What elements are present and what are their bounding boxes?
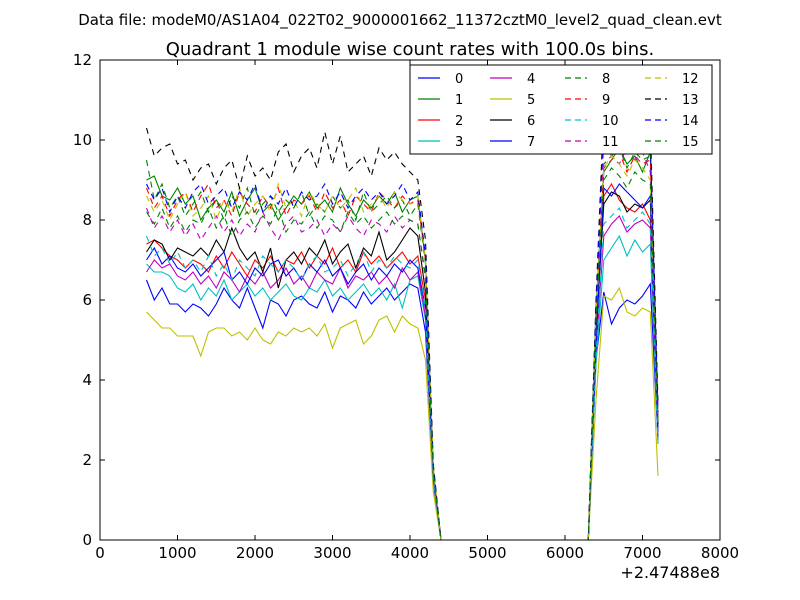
x-tick-label: 3000 [313, 544, 351, 562]
x-tick-label: 4000 [391, 544, 429, 562]
legend-label-1: 1 [455, 93, 463, 108]
x-tick-label: 2000 [236, 544, 274, 562]
series-line-8 [145, 147, 659, 541]
legend-label-2: 2 [455, 114, 463, 129]
series-layer [145, 99, 659, 541]
y-tick-label: 12 [73, 51, 92, 69]
legend-label-14: 14 [682, 114, 699, 129]
y-tick-label: 10 [73, 131, 92, 149]
series-line-10 [145, 207, 659, 541]
series-line-9 [145, 151, 659, 541]
x-tick-label: 6000 [546, 544, 584, 562]
series-line-13 [145, 99, 659, 541]
legend-label-11: 11 [602, 135, 619, 150]
legend-label-8: 8 [602, 72, 610, 87]
suptitle: Data file: modeM0/AS1A04_022T02_90000016… [78, 11, 722, 30]
y-tick-label: 4 [82, 371, 92, 389]
legend-label-10: 10 [602, 114, 619, 129]
y-tick-label: 8 [82, 211, 92, 229]
x-offset-label: +2.47488e8 [620, 563, 720, 582]
series-line-11 [145, 139, 659, 541]
series-line-14 [146, 118, 659, 541]
series-line-0 [145, 279, 659, 541]
legend-label-0: 0 [455, 72, 463, 87]
legend-frame [409, 64, 713, 155]
x-tick-label: 5000 [468, 544, 506, 562]
x-tick-label: 7000 [623, 544, 661, 562]
legend-label-12: 12 [682, 72, 699, 87]
legend-label-3: 3 [455, 135, 463, 150]
series-line-7 [146, 183, 659, 541]
legend-label-4: 4 [527, 72, 535, 87]
ticks-layer: 0 1000 2000 3000 4000 5000 6000 7000 80000246810… [73, 51, 739, 562]
legend-label-13: 13 [682, 93, 699, 108]
y-tick-label: 0 [82, 531, 92, 549]
series-line-15 [146, 167, 659, 541]
x-tick-label: 1000 [158, 544, 196, 562]
legend-label-5: 5 [527, 93, 535, 108]
chart-title: Quadrant 1 module wise count rates with … [166, 39, 655, 60]
x-tick-label: 0 [95, 544, 105, 562]
y-tick-label: 2 [82, 451, 92, 469]
y-tick-label: 6 [82, 291, 92, 309]
series-line-1 [146, 146, 659, 541]
x-tick-label: 8000 [701, 544, 739, 562]
series-line-4 [146, 215, 659, 541]
legend-label-7: 7 [527, 135, 535, 150]
legend-label-6: 6 [527, 114, 535, 129]
legend-label-9: 9 [602, 93, 610, 108]
legend-label-15: 15 [682, 135, 699, 150]
series-line-2 [146, 182, 659, 541]
series-line-12 [146, 155, 659, 541]
series-line-5 [146, 286, 659, 541]
series-line-6 [146, 191, 659, 541]
series-line-3 [146, 234, 659, 541]
